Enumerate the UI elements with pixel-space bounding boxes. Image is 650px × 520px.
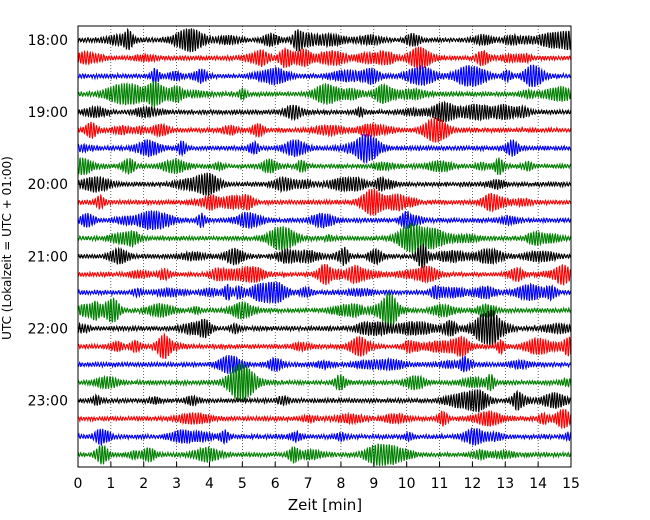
y-axis-label: UTC (Lokalzeit = UTC + 01:00) xyxy=(0,156,14,340)
y-tick-label: 19:00 xyxy=(28,105,68,121)
trace-2230 xyxy=(77,354,572,375)
x-tick-label: 3 xyxy=(172,476,181,492)
trace-1815 xyxy=(77,46,572,70)
y-ticks: 18:00 19:00 20:00 21:00 22:00 23:00 xyxy=(28,33,83,410)
trace-2330 xyxy=(77,426,572,446)
x-tick-label: 9 xyxy=(369,476,378,492)
trace-1845 xyxy=(77,80,572,108)
trace-2145 xyxy=(77,292,572,329)
trace-2300 xyxy=(77,388,572,413)
x-axis-label: Zeit [min] xyxy=(288,496,362,514)
trace-1900 xyxy=(77,100,572,123)
x-tick-label: 8 xyxy=(336,476,345,492)
trace-1945 xyxy=(77,157,572,176)
trace-2200 xyxy=(77,309,572,348)
y-tick-label: 18:00 xyxy=(28,33,68,49)
x-tick-label: 15 xyxy=(562,476,580,492)
x-tick-label: 7 xyxy=(304,476,313,492)
x-tick-label: 12 xyxy=(463,476,481,492)
trace-2215 xyxy=(77,332,572,359)
x-tick-label: 14 xyxy=(529,476,547,492)
trace-2045 xyxy=(77,222,572,255)
trace-2315 xyxy=(77,408,572,430)
trace-1930 xyxy=(77,133,572,165)
x-tick-label: 10 xyxy=(398,476,416,492)
x-tick-label: 4 xyxy=(205,476,214,492)
trace-2000 xyxy=(77,172,572,197)
x-tick-label: 1 xyxy=(106,476,115,492)
x-tick-label: 13 xyxy=(496,476,514,492)
trace-1915 xyxy=(77,117,572,143)
trace-1800 xyxy=(77,27,572,53)
y-tick-label: 20:00 xyxy=(28,177,68,193)
trace-2030 xyxy=(77,209,572,231)
trace-2115 xyxy=(77,263,572,286)
x-tick-label: 0 xyxy=(74,476,83,492)
trace-2245 xyxy=(77,362,572,403)
trace-1830 xyxy=(77,64,572,88)
traces xyxy=(77,27,572,467)
y-tick-label: 21:00 xyxy=(28,249,68,265)
plot-frame xyxy=(77,25,572,468)
x-tick-label: 5 xyxy=(238,476,247,492)
x-tick-label: 2 xyxy=(139,476,148,492)
x-tick-label: 6 xyxy=(271,476,280,492)
y-tick-label: 23:00 xyxy=(28,394,68,410)
trace-2130 xyxy=(77,281,572,305)
trace-2015 xyxy=(77,188,572,216)
trace-2345 xyxy=(77,443,572,467)
y-tick-label: 22:00 xyxy=(28,321,68,337)
x-ticks: 0 1 2 3 4 5 6 7 8 9 10 11 12 13 14 15 xyxy=(74,462,580,492)
trace-2100 xyxy=(77,243,572,269)
x-tick-label: 11 xyxy=(431,476,449,492)
